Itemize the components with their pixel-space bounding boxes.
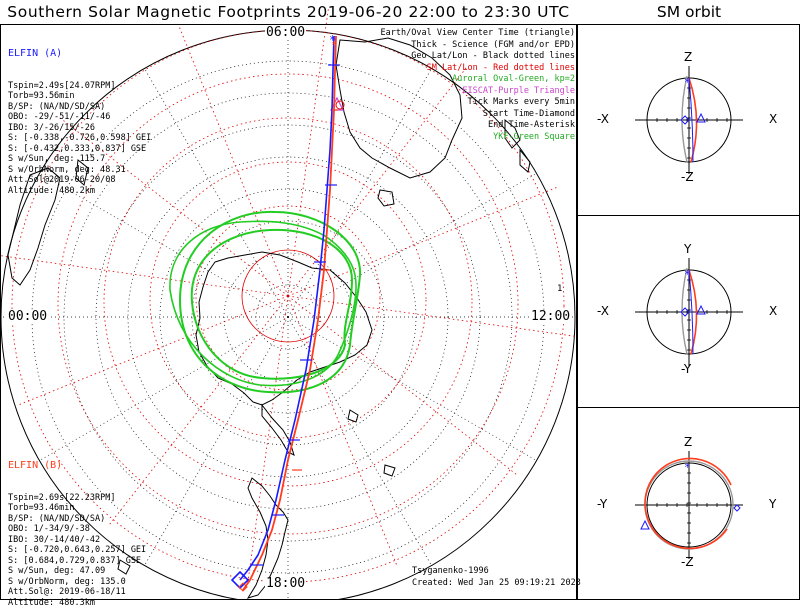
elfin-b-info-line: B/SP: (NA/ND/SD/SA) — [8, 514, 146, 525]
legend-item: End Time-Asterisk — [381, 120, 575, 132]
hour-label-bottom: 18:00 — [265, 577, 306, 591]
orbit-asterisk: * — [684, 461, 691, 474]
sm-axis-label-right: Y — [769, 497, 776, 511]
legend-item: Tick Marks every 5min — [381, 97, 575, 109]
legend-item: YKF-Green Square — [381, 132, 575, 144]
sm-axis-label-left: -X — [597, 112, 609, 126]
elfin-b-name: ELFIN (B) — [8, 461, 146, 472]
elfin-a-info: ELFIN (A) Tspin=2.49s[24.07RPM]Torb=93.5… — [8, 28, 151, 102]
elfin-a-info-line: Tspin=2.49s[24.07RPM] — [8, 81, 151, 92]
orbit-asterisk: * — [684, 76, 691, 89]
sm-lon-line — [179, 27, 288, 296]
sm-lon-line — [288, 296, 397, 565]
created-label: Created: Wed Jan 25 09:19:21 2023 — [412, 578, 581, 589]
sm-axis-label-top: Y — [684, 242, 691, 256]
elfin-b-info-line: Altitude: 480.3km — [8, 598, 146, 608]
sm-axis-label-bottom: -Z — [681, 170, 694, 184]
elfin-a-info-line: Att.Sol@2019-06-20/08 — [8, 175, 151, 186]
auroral-oval-inner — [192, 230, 352, 379]
sm-axis-label-right: X — [769, 304, 777, 318]
elfin-a-info-line: Torb=93.56min — [8, 91, 151, 102]
elfin-b-info: ELFIN (B) Tspin=2.69s[22.23RPM]Torb=93.4… — [8, 440, 146, 514]
elfin-b-info-line: Torb=93.46min — [8, 503, 146, 514]
legend-item: Auroral Oval-Green, kp=2 — [381, 74, 575, 86]
sm-axis-label-left: -Y — [597, 497, 607, 511]
legend-item: Geo Lat/Lon - Black dotted lines — [381, 51, 575, 63]
legend-item: SM Lat/Lon - Red dotted lines — [381, 63, 575, 75]
hour-label-left: 00:00 — [7, 310, 48, 324]
elfin-a-info-line: B/SP: (NA/ND/SD/SA) — [8, 102, 151, 113]
geo-lon-line — [288, 317, 432, 566]
elfin-a-info-line: S: [-0.338,-0.726,0.598] GEI — [8, 133, 151, 144]
elfin-a-info-line: IBO: 3/-26/15/-26 — [8, 123, 151, 134]
elfin-a-info-line: OBO: -29/-51/-11/-46 — [8, 112, 151, 123]
sm-lon-line — [288, 296, 517, 475]
elfin-b-end-asterisk: * — [331, 40, 337, 51]
sm-axis-label-bottom: -Y — [681, 362, 691, 376]
legend-item: Earth/Oval View Center Time (triangle) — [381, 28, 575, 40]
sm-axis-label-left: -X — [597, 304, 609, 318]
elfin-b-info-line: S w/OrbNorm, deg: 135.0 — [8, 577, 146, 588]
sm-axis-label-top: Z — [684, 50, 692, 64]
elfin-a-info-line: S w/OrbNorm, deg: 48.31 — [8, 165, 151, 176]
elfin-a-info-line: S w/Sun, deg: 115.7 — [8, 154, 151, 165]
orbit-diamond — [734, 505, 740, 511]
sm-axis-label-right: X — [769, 112, 777, 126]
orbit-triangle — [697, 114, 705, 122]
sm-axis-label-top: Z — [684, 435, 692, 449]
elfin-b-info-line: Tspin=2.69s[22.23RPM] — [8, 493, 146, 504]
elfin-b-info-line: S: [0.684,0.729,0.837] GSE — [8, 556, 146, 567]
hour-label-top: 06:00 — [265, 26, 306, 40]
orbit-triangle — [697, 306, 705, 314]
elfin-a-info-line: S: [-0.432,0.333,0.837] GSE — [8, 144, 151, 155]
elfin-a-info-line: Altitude: 480.2km — [8, 186, 151, 197]
legend-item: Start Time-Diamond — [381, 109, 575, 121]
legend-item: Thick - Science (FGM and/or EPD) — [381, 40, 575, 52]
sm-lon-line — [1, 256, 288, 296]
elfin-b-info-line: S: [-0.720,0.643,0.257] GEI — [8, 545, 146, 556]
sm-axis-label-bottom: -Z — [681, 555, 694, 569]
misc-label: 1 — [557, 284, 562, 295]
elfin-a-name: ELFIN (A) — [8, 49, 151, 60]
elfin-b-info-line: S w/Sun, deg: 47.09 — [8, 566, 146, 577]
elfin-b-info-line: OBO: 1/-34/9/-38 — [8, 524, 146, 535]
model-label: Tsyganenko-1996 — [412, 566, 489, 577]
legend-item: EISCAT-Purple Triangle — [381, 86, 575, 98]
sm-orbit-panels: * * * — [635, 66, 743, 559]
geo-lon-line — [145, 68, 289, 317]
sm-lat-circle — [104, 118, 472, 486]
legend: Earth/Oval View Center Time (triangle)Th… — [381, 28, 575, 143]
elfin-b-info-line: Att.Sol@: 2019-06-18/11 — [8, 587, 146, 598]
orbit-asterisk: * — [684, 268, 691, 281]
geo-lon-line — [39, 317, 288, 461]
elfin-b-info-line: IBO: 30/-14/40/-42 — [8, 535, 146, 546]
hour-label-right: 12:00 — [530, 310, 571, 324]
